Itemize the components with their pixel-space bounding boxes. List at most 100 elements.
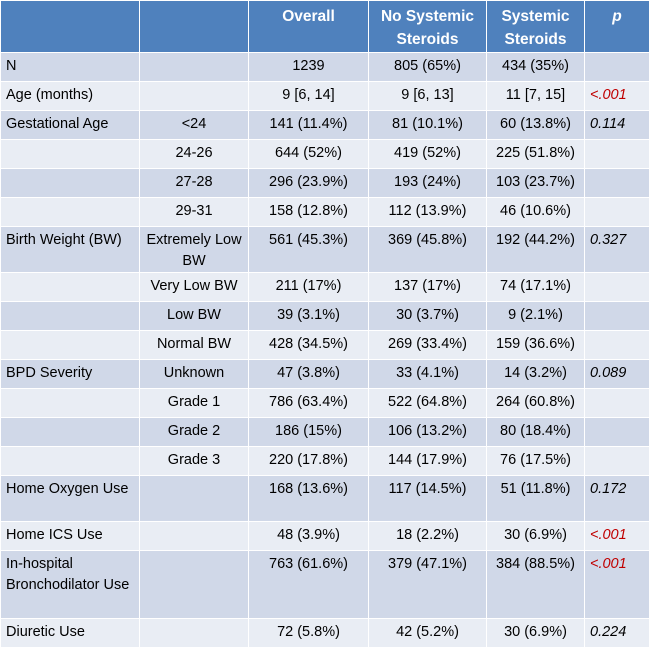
cell-overall: 786 (63.4%) — [248, 388, 369, 418]
cell-no-steroids: 193 (24%) — [368, 168, 487, 198]
row-label — [0, 139, 140, 169]
table-row: Home ICS Use 48 (3.9%) 18 (2.2%) 30 (6.9… — [0, 521, 649, 551]
cell-overall: 47 (3.8%) — [248, 359, 369, 389]
cell-steroids: 384 (88.5%) — [486, 550, 585, 619]
cell-p-value: 0.114 — [584, 110, 649, 140]
header-no-systemic-steroids: No Systemic Steroids — [368, 0, 487, 53]
table-row: BPD Severity Unknown 47 (3.8%) 33 (4.1%)… — [0, 359, 649, 389]
cell-no-steroids: 117 (14.5%) — [368, 475, 487, 522]
cell-overall: 296 (23.9%) — [248, 168, 369, 198]
cell-steroids: 51 (11.8%) — [486, 475, 585, 522]
cell-p-value: <.001 — [584, 521, 649, 551]
cell-p-value — [584, 139, 649, 169]
row-label: Gestational Age — [0, 110, 140, 140]
cell-overall: 211 (17%) — [248, 272, 369, 302]
table-row: Home Oxygen Use 168 (13.6%) 117 (14.5%) … — [0, 475, 649, 522]
cell-steroids: 30 (6.9%) — [486, 521, 585, 551]
cell-no-steroids: 522 (64.8%) — [368, 388, 487, 418]
row-subgroup: Grade 1 — [139, 388, 249, 418]
cell-steroids: 225 (51.8%) — [486, 139, 585, 169]
cell-overall: 428 (34.5%) — [248, 330, 369, 360]
row-label — [0, 446, 140, 476]
cell-steroids: 264 (60.8%) — [486, 388, 585, 418]
table-row: Grade 2 186 (15%) 106 (13.2%) 80 (18.4%) — [0, 417, 649, 447]
cell-steroids: 192 (44.2%) — [486, 226, 585, 273]
cell-p-value — [584, 417, 649, 447]
cell-p-value — [584, 301, 649, 331]
cell-p-value — [584, 197, 649, 227]
cell-p-value — [584, 330, 649, 360]
cell-overall: 561 (45.3%) — [248, 226, 369, 273]
table-row: 27-28 296 (23.9%) 193 (24%) 103 (23.7%) — [0, 168, 649, 198]
row-subgroup: Grade 3 — [139, 446, 249, 476]
table-row: Birth Weight (BW) Extremely Low BW 561 (… — [0, 226, 649, 273]
cell-no-steroids: 269 (33.4%) — [368, 330, 487, 360]
row-subgroup: <24 — [139, 110, 249, 140]
table-row: Age (months) 9 [6, 14] 9 [6, 13] 11 [7, … — [0, 81, 649, 111]
cell-steroids: 30 (6.9%) — [486, 618, 585, 648]
row-subgroup: Normal BW — [139, 330, 249, 360]
table-row: Diuretic Use 72 (5.8%) 42 (5.2%) 30 (6.9… — [0, 618, 649, 648]
cell-no-steroids: 369 (45.8%) — [368, 226, 487, 273]
cell-steroids: 103 (23.7%) — [486, 168, 585, 198]
row-label: Age (months) — [0, 81, 140, 111]
cell-steroids: 9 (2.1%) — [486, 301, 585, 331]
cell-p-value: <.001 — [584, 550, 649, 619]
cell-steroids: 74 (17.1%) — [486, 272, 585, 302]
cell-no-steroids: 106 (13.2%) — [368, 417, 487, 447]
cell-no-steroids: 137 (17%) — [368, 272, 487, 302]
cell-p-value: 0.089 — [584, 359, 649, 389]
cell-no-steroids: 419 (52%) — [368, 139, 487, 169]
cell-no-steroids: 112 (13.9%) — [368, 197, 487, 227]
cell-no-steroids: 42 (5.2%) — [368, 618, 487, 648]
table-row: Low BW 39 (3.1%) 30 (3.7%) 9 (2.1%) — [0, 301, 649, 331]
row-subgroup — [139, 618, 249, 648]
table-row: 24-26 644 (52%) 419 (52%) 225 (51.8%) — [0, 139, 649, 169]
cell-no-steroids: 9 [6, 13] — [368, 81, 487, 111]
row-subgroup — [139, 475, 249, 522]
header-row: Overall No Systemic Steroids Systemic St… — [0, 0, 649, 53]
cell-overall: 141 (11.4%) — [248, 110, 369, 140]
cell-overall: 644 (52%) — [248, 139, 369, 169]
cell-overall: 72 (5.8%) — [248, 618, 369, 648]
cell-overall: 186 (15%) — [248, 417, 369, 447]
table-row: Very Low BW 211 (17%) 137 (17%) 74 (17.1… — [0, 272, 649, 302]
cell-steroids: 159 (36.6%) — [486, 330, 585, 360]
header-subgroup-col — [139, 0, 249, 53]
row-subgroup: Low BW — [139, 301, 249, 331]
row-label: Diuretic Use — [0, 618, 140, 648]
row-subgroup: Grade 2 — [139, 417, 249, 447]
row-subgroup — [139, 81, 249, 111]
row-subgroup — [139, 521, 249, 551]
cell-overall: 9 [6, 14] — [248, 81, 369, 111]
header-p-value: p — [584, 0, 649, 53]
cell-steroids: 60 (13.8%) — [486, 110, 585, 140]
cell-no-steroids: 18 (2.2%) — [368, 521, 487, 551]
cell-no-steroids: 144 (17.9%) — [368, 446, 487, 476]
row-label: N — [0, 52, 140, 82]
row-label: In-hospital Bronchodilator Use — [0, 550, 140, 619]
table-row: 29-31 158 (12.8%) 112 (13.9%) 46 (10.6%) — [0, 197, 649, 227]
cell-p-value — [584, 272, 649, 302]
table-row: Grade 1 786 (63.4%) 522 (64.8%) 264 (60.… — [0, 388, 649, 418]
row-label: Birth Weight (BW) — [0, 226, 140, 273]
table-row: In-hospital Bronchodilator Use 763 (61.6… — [0, 550, 649, 619]
cell-p-value: 0.327 — [584, 226, 649, 273]
row-subgroup: Extremely Low BW — [139, 226, 249, 273]
table-row: N 1239 805 (65%) 434 (35%) — [0, 52, 649, 82]
cell-steroids: 46 (10.6%) — [486, 197, 585, 227]
cell-no-steroids: 30 (3.7%) — [368, 301, 487, 331]
row-label — [0, 388, 140, 418]
row-subgroup: 24-26 — [139, 139, 249, 169]
cell-overall: 763 (61.6%) — [248, 550, 369, 619]
row-label: Home Oxygen Use — [0, 475, 140, 522]
cell-p-value: <.001 — [584, 81, 649, 111]
cell-overall: 158 (12.8%) — [248, 197, 369, 227]
row-label — [0, 301, 140, 331]
cell-overall: 48 (3.9%) — [248, 521, 369, 551]
cell-p-value — [584, 446, 649, 476]
cell-steroids: 11 [7, 15] — [486, 81, 585, 111]
row-subgroup: Unknown — [139, 359, 249, 389]
cell-steroids: 76 (17.5%) — [486, 446, 585, 476]
